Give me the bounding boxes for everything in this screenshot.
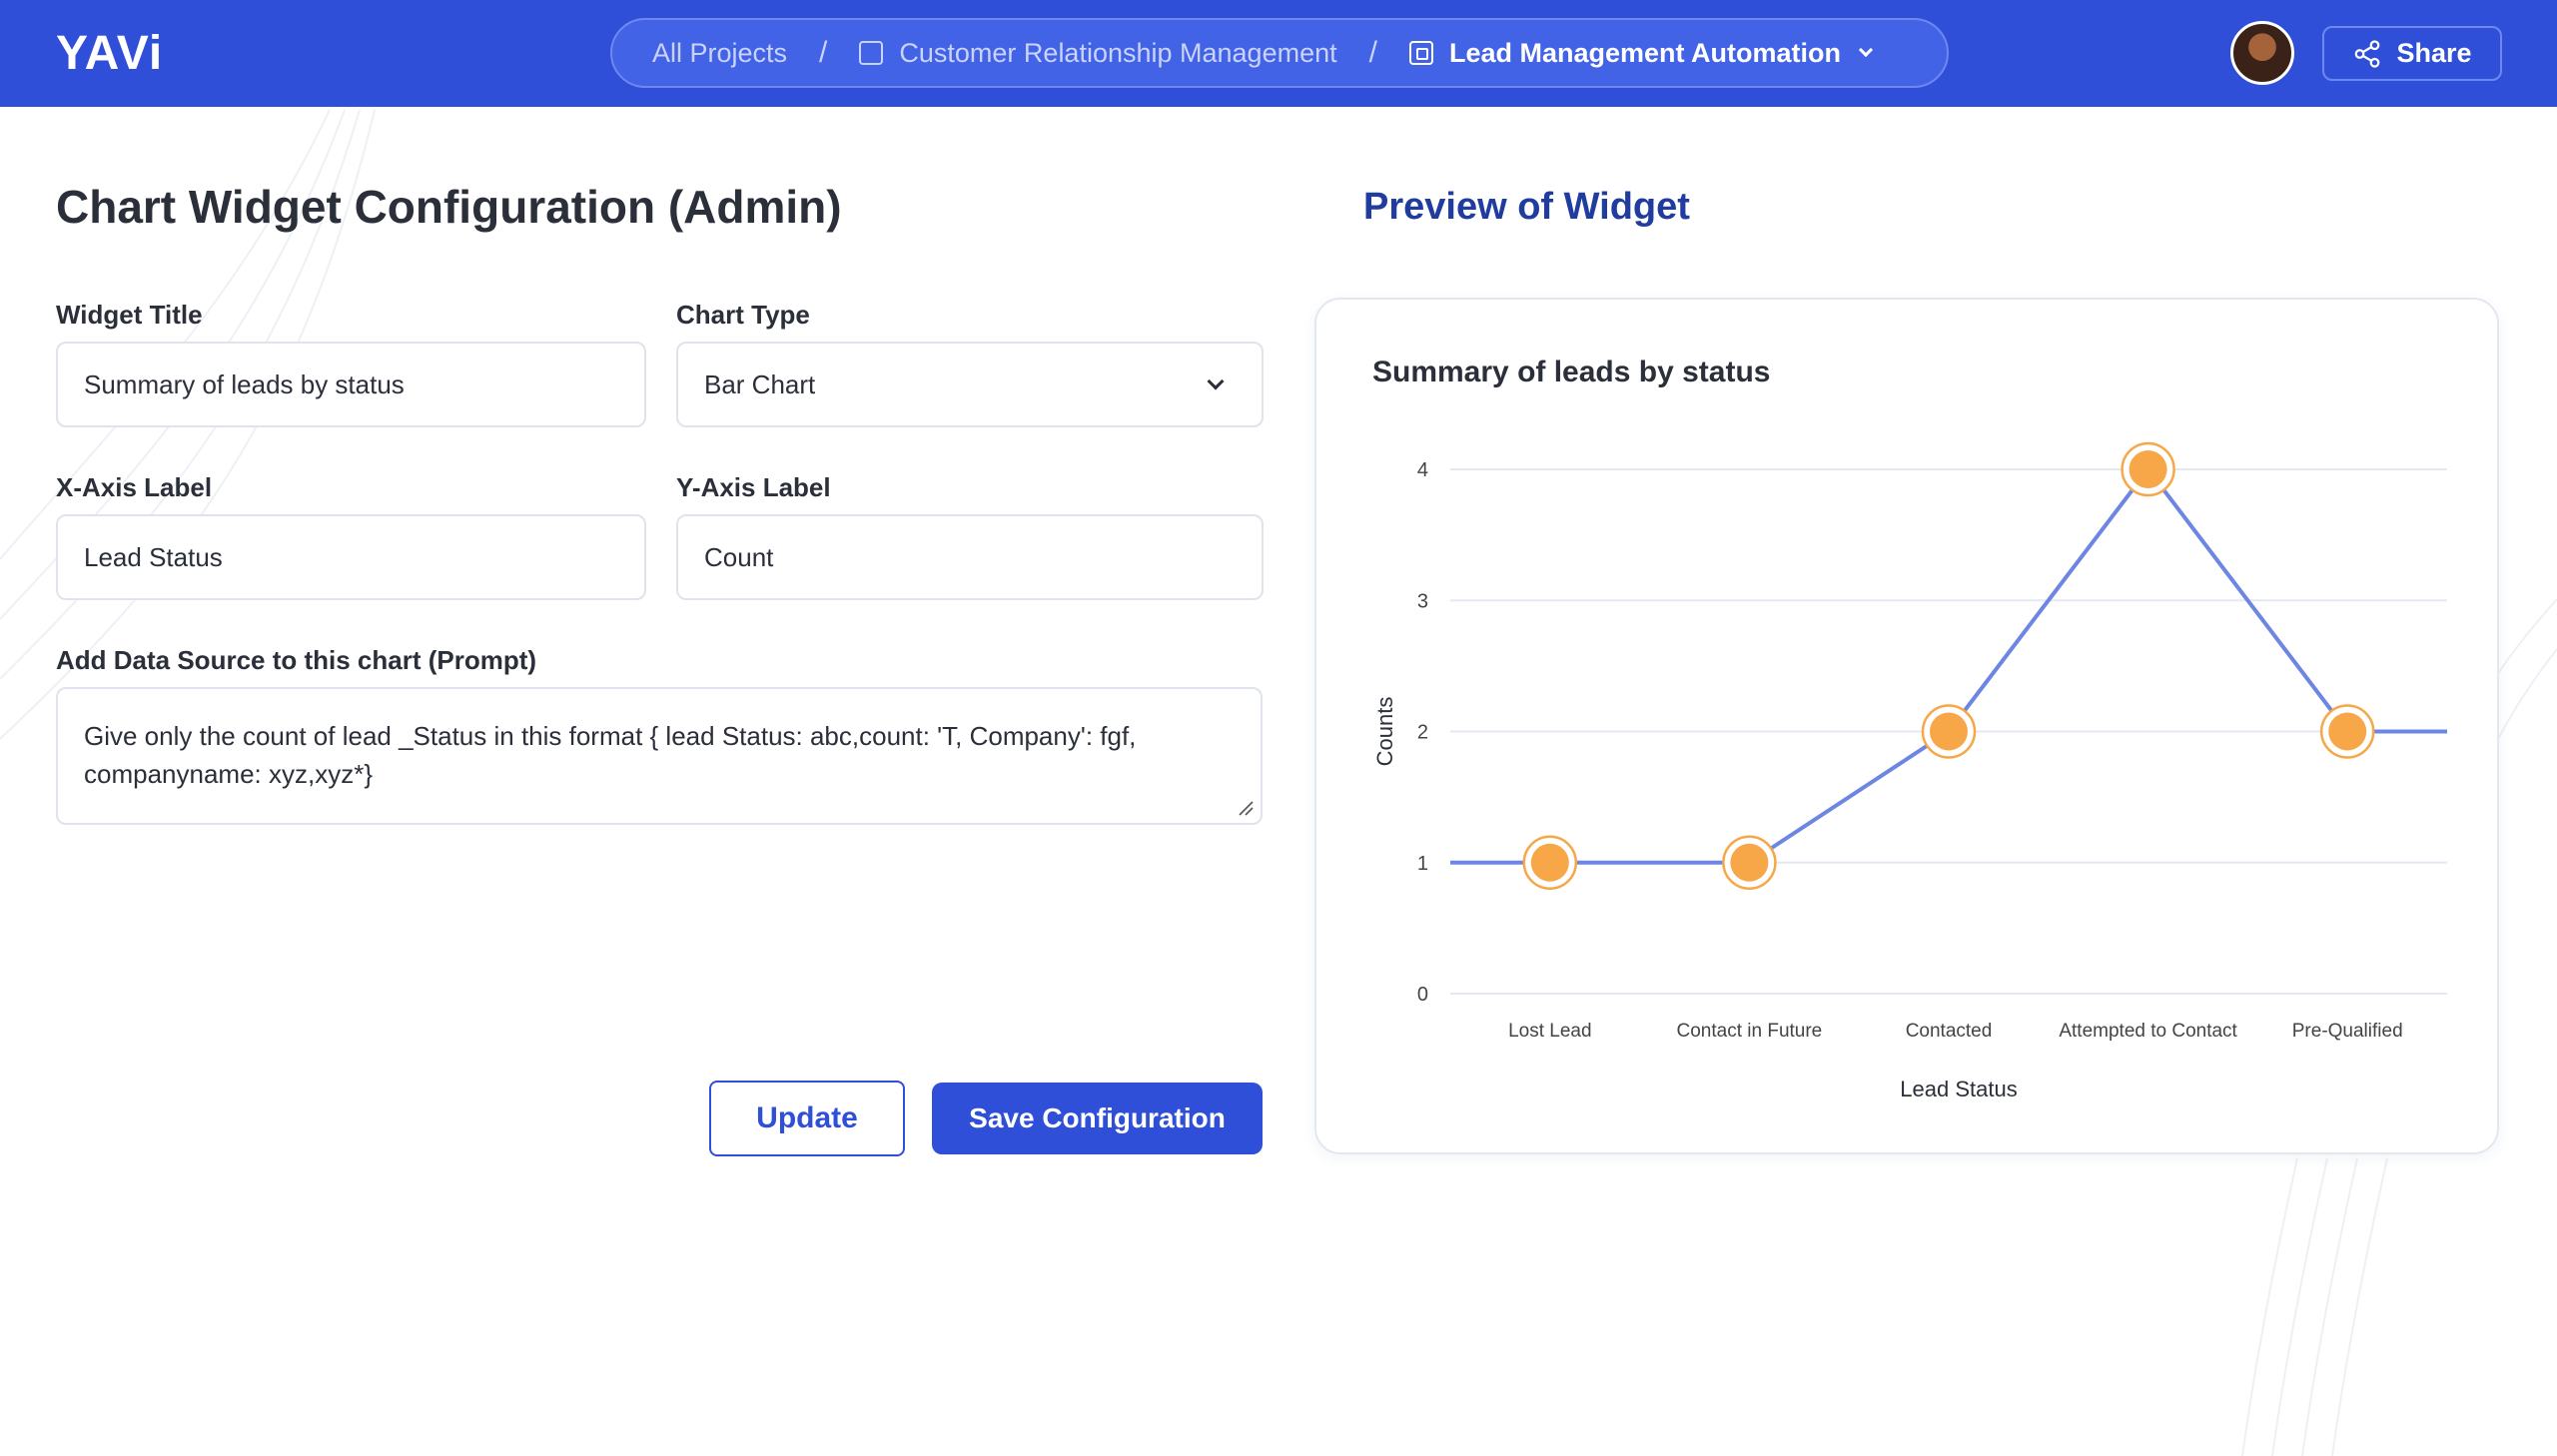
folder-icon: [859, 41, 884, 65]
breadcrumb-separator: /: [819, 36, 828, 69]
widget-title-value: Summary of leads by status: [84, 368, 405, 399]
share-icon: [2355, 39, 2380, 68]
y-tick-label: 0: [1417, 984, 1428, 1006]
line-chart: 0 1 2 3 4 Lost Lead Contact in Future Contacted…: [1372, 441, 2447, 1101]
chart-type-label: Chart Type: [676, 300, 810, 330]
y-axis-value: Count: [704, 541, 774, 572]
breadcrumb-label: Customer Relationship Management: [899, 37, 1337, 68]
share-button[interactable]: Share: [2322, 26, 2502, 81]
share-label: Share: [2396, 38, 2472, 68]
chart-type-select[interactable]: Bar Chart: [676, 342, 1264, 427]
x-axis-input[interactable]: Lead Status: [56, 514, 646, 600]
x-tick-label: Lost Lead: [1508, 1021, 1591, 1042]
prompt-textarea[interactable]: Give only the count of lead _Status in t…: [56, 687, 1263, 825]
y-tick-label: 1: [1417, 853, 1428, 875]
breadcrumb-all-projects[interactable]: All Projects: [652, 38, 787, 69]
save-configuration-button[interactable]: Save Configuration: [932, 1083, 1263, 1154]
y-axis-title: Counts: [1372, 697, 1397, 767]
y-tick-label: 4: [1417, 459, 1428, 481]
project-icon: [1408, 41, 1433, 65]
x-tick-label: Contact in Future: [1677, 1021, 1823, 1042]
x-axis-label: X-Axis Label: [56, 472, 213, 502]
data-point: [1930, 712, 1968, 751]
x-axis-value: Lead Status: [84, 541, 223, 572]
widget-title-input[interactable]: Summary of leads by status: [56, 342, 646, 427]
x-tick-label: Contacted: [1906, 1021, 1993, 1042]
breadcrumb-separator: /: [1368, 36, 1377, 69]
breadcrumb-label: All Projects: [652, 37, 788, 68]
data-point: [1730, 843, 1769, 882]
top-bar: YAVi All Projects / Customer Relationshi…: [0, 0, 2557, 107]
prompt-value: Give only the count of lead _Status in t…: [84, 721, 1137, 789]
chevron-down-icon: [1207, 372, 1225, 390]
y-axis-input[interactable]: Count: [676, 514, 1264, 600]
x-tick-label: Pre-Qualified: [2292, 1021, 2403, 1042]
y-tick-label: 3: [1417, 590, 1428, 612]
chart-title: Summary of leads by status: [1372, 356, 1771, 388]
preview-title: Preview of Widget: [1363, 186, 1690, 228]
chevron-down-icon[interactable]: [1858, 42, 1874, 58]
x-axis-title: Lead Status: [1900, 1077, 2017, 1101]
x-tick-label: Attempted to Contact: [2059, 1021, 2237, 1042]
breadcrumb: All Projects / Customer Relationship Man…: [610, 18, 1949, 88]
app-logo[interactable]: YAVi: [56, 27, 164, 80]
data-point: [2129, 450, 2167, 488]
data-point: [1530, 843, 1569, 882]
page-title: Chart Widget Configuration (Admin): [56, 181, 842, 233]
update-button[interactable]: Update: [709, 1081, 905, 1156]
chart-type-value: Bar Chart: [704, 368, 816, 399]
series-line: [1450, 467, 2447, 865]
y-tick-label: 2: [1417, 722, 1428, 744]
y-axis-label: Y-Axis Label: [676, 472, 831, 502]
resize-handle-icon[interactable]: [1237, 799, 1255, 817]
breadcrumb-lead-management[interactable]: Lead Management Automation: [1408, 37, 1874, 69]
widget-title-label: Widget Title: [56, 300, 203, 330]
chart-card: Summary of leads by status 0 1 2 3 4 Lost Lea…: [1314, 298, 2499, 1154]
prompt-label: Add Data Source to this chart (Prompt): [56, 645, 537, 675]
breadcrumb-crm[interactable]: Customer Relationship Management: [859, 37, 1337, 69]
avatar[interactable]: [2230, 21, 2294, 85]
breadcrumb-label: Lead Management Automation: [1448, 37, 1841, 68]
data-point: [2328, 712, 2367, 751]
